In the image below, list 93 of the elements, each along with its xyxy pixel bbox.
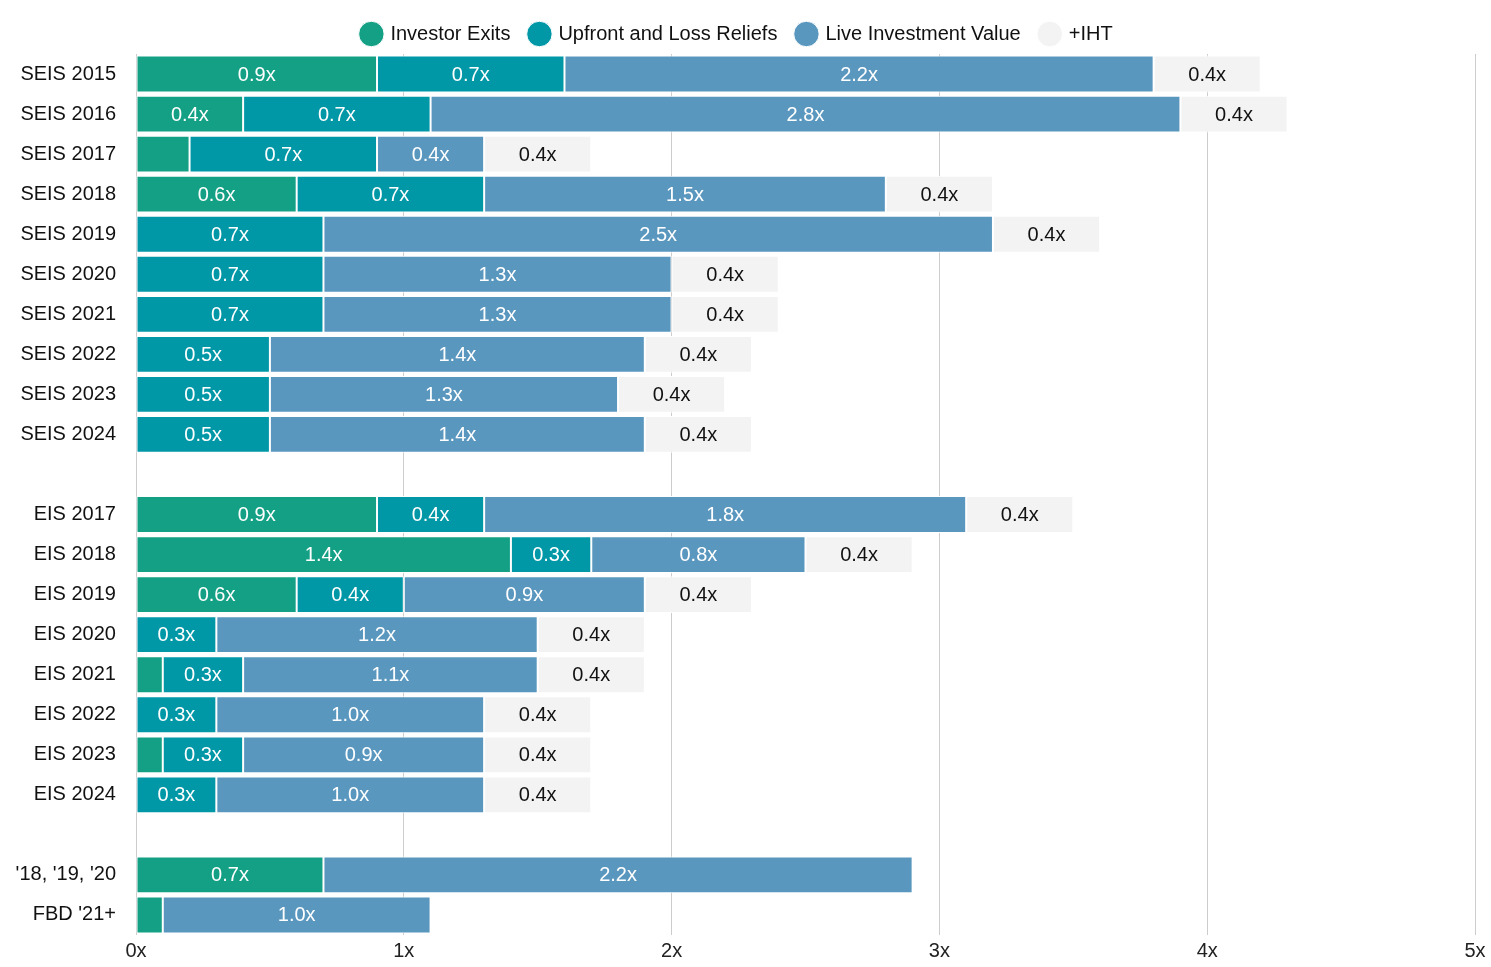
data-label: 0.7x	[371, 182, 410, 205]
data-label: 0.7x	[211, 222, 249, 245]
data-label: 1.3x	[425, 382, 463, 405]
data-label: 0.9x	[237, 503, 276, 526]
data-label: 0.5x	[184, 422, 223, 445]
data-label: 0.4x	[1027, 222, 1066, 245]
data-label: 0.4x	[411, 503, 450, 526]
data-label: 0.9x	[344, 743, 383, 766]
data-label: 0.5x	[184, 382, 223, 405]
data-label: 0.5x	[184, 342, 223, 365]
x-tick-label: 0x	[125, 938, 147, 961]
y-tick-label: SEIS 2015	[20, 61, 116, 84]
y-tick-label: SEIS 2022	[20, 341, 116, 364]
x-tick-label: 4x	[1196, 938, 1218, 961]
y-tick-label: SEIS 2017	[20, 141, 116, 164]
data-label: 0.4x	[706, 262, 745, 285]
data-label: 2.5x	[639, 222, 678, 245]
y-tick-label: FBD '21+	[32, 902, 116, 925]
data-label: 0.7x	[264, 142, 303, 165]
data-label: 0.4x	[572, 623, 611, 646]
data-label: 0.4x	[679, 583, 718, 606]
data-label: 0.6x	[197, 583, 236, 606]
data-label: 1.0x	[331, 703, 370, 726]
y-tick-label: '18, '19, '20	[15, 862, 116, 885]
data-label: 0.4x	[920, 182, 959, 205]
data-label: 0.3x	[157, 783, 196, 806]
data-label: 0.7x	[211, 262, 249, 285]
x-tick-label: 2x	[661, 938, 683, 961]
data-label: 2.2x	[599, 863, 637, 886]
legend-label: Live Investment Value	[825, 21, 1021, 44]
legend-label: Investor Exits	[390, 21, 511, 44]
data-label: 0.3x	[184, 743, 222, 766]
x-tick-label: 1x	[393, 938, 415, 961]
data-label: 0.8x	[679, 543, 718, 566]
legend-label: Upfront and Loss Reliefs	[558, 21, 778, 44]
y-tick-label: EIS 2019	[33, 582, 116, 605]
data-label: 0.4x	[1188, 62, 1227, 85]
data-label: 1.4x	[438, 422, 477, 445]
legend-label: +IHT	[1068, 21, 1113, 44]
data-label: 0.3x	[532, 543, 570, 566]
data-label: 0.3x	[157, 703, 196, 726]
y-tick-label: EIS 2018	[33, 542, 116, 565]
data-label: 1.2x	[358, 623, 396, 646]
data-label: 0.4x	[1000, 503, 1039, 526]
data-label: 0.4x	[679, 342, 718, 365]
x-tick-label: 5x	[1464, 938, 1486, 961]
data-label: 0.4x	[518, 703, 557, 726]
data-label: 0.7x	[211, 302, 249, 325]
data-label: 1.4x	[304, 543, 343, 566]
data-label: 0.4x	[518, 783, 557, 806]
data-label: 0.3x	[157, 623, 196, 646]
y-tick-label: SEIS 2016	[20, 101, 116, 124]
y-tick-label: EIS 2021	[33, 662, 116, 685]
data-label: 1.4x	[438, 342, 477, 365]
data-label: 1.0x	[331, 783, 370, 806]
data-label: 2.8x	[786, 102, 825, 125]
data-label: 0.9x	[237, 62, 276, 85]
y-tick-label: SEIS 2019	[20, 221, 116, 244]
data-label: 0.4x	[840, 543, 878, 566]
data-label: 0.4x	[1215, 102, 1253, 125]
x-tick-label: 3x	[928, 938, 950, 961]
data-label: 1.1x	[371, 663, 410, 686]
data-label: 1.0x	[277, 903, 316, 926]
data-label: 0.7x	[211, 863, 249, 886]
y-tick-label: SEIS 2021	[20, 301, 116, 324]
y-tick-label: EIS 2020	[33, 622, 116, 645]
y-tick-label: EIS 2023	[33, 742, 116, 765]
data-label: 1.3x	[478, 302, 517, 325]
data-label: 0.4x	[652, 382, 691, 405]
y-tick-label: EIS 2017	[33, 502, 116, 525]
data-label: 0.7x	[451, 62, 490, 85]
data-label: 1.8x	[706, 503, 745, 526]
data-label: 0.4x	[706, 302, 745, 325]
data-label: 1.3x	[478, 262, 517, 285]
data-label: 0.4x	[331, 583, 370, 606]
y-tick-label: EIS 2024	[33, 782, 116, 805]
data-label: 0.6x	[197, 182, 236, 205]
data-label: 0.9x	[505, 583, 544, 606]
data-label: 1.5x	[666, 182, 704, 205]
y-tick-label: SEIS 2024	[20, 421, 116, 444]
y-tick-label: SEIS 2023	[20, 381, 116, 404]
data-label: 0.4x	[170, 102, 209, 125]
data-label: 2.2x	[840, 62, 878, 85]
data-label: 0.4x	[572, 663, 611, 686]
y-tick-label: SEIS 2020	[20, 261, 116, 284]
data-label: 0.4x	[518, 743, 557, 766]
data-label: 0.4x	[518, 142, 557, 165]
data-label: 0.4x	[411, 142, 450, 165]
data-label: 0.4x	[679, 422, 718, 445]
y-tick-label: EIS 2022	[33, 702, 116, 725]
data-label: 0.3x	[184, 663, 222, 686]
y-tick-label: SEIS 2018	[20, 181, 116, 204]
data-label: 0.7x	[317, 102, 356, 125]
